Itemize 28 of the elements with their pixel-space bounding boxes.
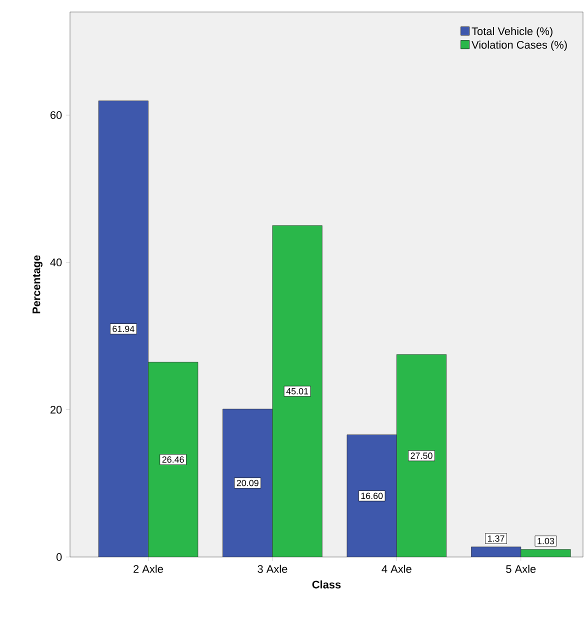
data-label: 16.60 bbox=[361, 492, 383, 500]
bar bbox=[346, 434, 397, 557]
x-axis-title: Class bbox=[312, 580, 341, 588]
data-label: 20.09 bbox=[236, 480, 258, 486]
bar bbox=[148, 362, 198, 557]
y-axis-title: Percentage bbox=[32, 255, 42, 314]
bar bbox=[272, 226, 322, 557]
x-tick-label: 5 Axle bbox=[506, 564, 536, 573]
data-label: 1.37 bbox=[488, 535, 504, 542]
data-label: 27.50 bbox=[410, 452, 432, 459]
x-tick-label: 2 Axle bbox=[134, 564, 163, 573]
bar bbox=[396, 354, 446, 557]
data-label: 26.46 bbox=[162, 456, 184, 463]
data-label: 45.01 bbox=[286, 388, 308, 394]
data-label: 61.94 bbox=[112, 326, 134, 332]
data-label: 1.03 bbox=[538, 538, 554, 544]
bar bbox=[98, 100, 148, 557]
bar bbox=[471, 546, 522, 557]
y-tick-label: 40 bbox=[50, 258, 62, 266]
y-tick-label: 0 bbox=[56, 553, 62, 561]
legend-label: Total Vehicle (%) bbox=[472, 27, 552, 38]
y-tick-label: 60 bbox=[50, 111, 62, 119]
bar bbox=[222, 409, 272, 557]
legend-label: Violation Cases (%) bbox=[472, 40, 567, 51]
y-tick-label: 20 bbox=[50, 406, 62, 414]
bar bbox=[520, 549, 571, 557]
x-tick-label: 4 Axle bbox=[382, 564, 412, 573]
x-tick-label: 3 Axle bbox=[258, 564, 288, 573]
